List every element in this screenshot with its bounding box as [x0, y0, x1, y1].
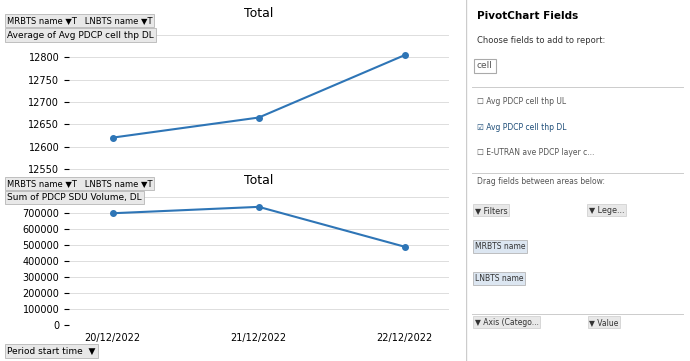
- Title: Total: Total: [244, 174, 273, 187]
- Text: Choose fields to add to report:: Choose fields to add to report:: [477, 36, 605, 45]
- Text: Sum of PDCP SDU Volume, DL: Sum of PDCP SDU Volume, DL: [7, 193, 141, 202]
- Text: ☐ E-UTRAN ave PDCP layer c...: ☐ E-UTRAN ave PDCP layer c...: [477, 148, 594, 157]
- Title: Total: Total: [244, 8, 273, 21]
- Text: ☐ Avg PDCP cell thp UL: ☐ Avg PDCP cell thp UL: [477, 97, 566, 106]
- Text: Period start time  ▼: Period start time ▼: [7, 347, 95, 356]
- Text: LNBTS name: LNBTS name: [475, 274, 523, 283]
- Text: Drag fields between areas below:: Drag fields between areas below:: [477, 177, 605, 186]
- Text: Average of Avg PDCP cell thp DL: Average of Avg PDCP cell thp DL: [7, 31, 154, 40]
- Text: ▼ Filters: ▼ Filters: [475, 206, 507, 215]
- Text: PivotChart Fields: PivotChart Fields: [477, 11, 578, 21]
- Text: ▼ Lege...: ▼ Lege...: [589, 206, 624, 215]
- Text: ▼ Value: ▼ Value: [589, 318, 618, 327]
- Text: MRBTS name: MRBTS name: [475, 242, 525, 251]
- Text: ▼ Axis (Catego...: ▼ Axis (Catego...: [475, 318, 539, 327]
- Text: cell: cell: [477, 61, 493, 70]
- Text: MRBTS name ▼T   LNBTS name ▼T: MRBTS name ▼T LNBTS name ▼T: [7, 179, 152, 188]
- Text: MRBTS name ▼T   LNBTS name ▼T: MRBTS name ▼T LNBTS name ▼T: [7, 16, 152, 25]
- Text: ☑ Avg PDCP cell thp DL: ☑ Avg PDCP cell thp DL: [477, 123, 566, 132]
